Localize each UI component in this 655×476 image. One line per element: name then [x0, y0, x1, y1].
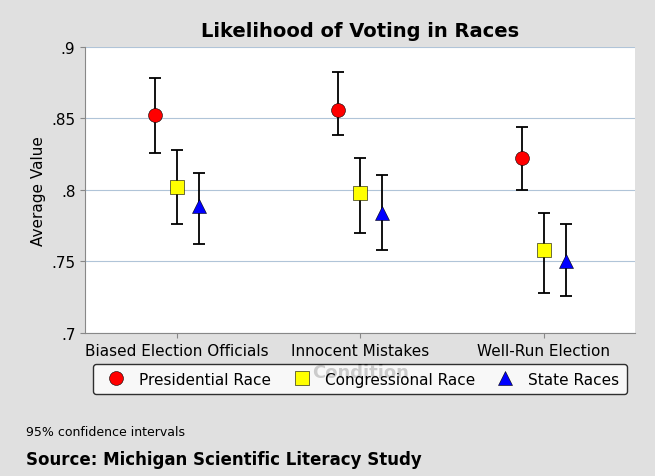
Y-axis label: Average Value: Average Value	[31, 136, 46, 245]
Legend: Presidential Race, Congressional Race, State Races: Presidential Race, Congressional Race, S…	[94, 365, 627, 395]
Text: Source: Michigan Scientific Literacy Study: Source: Michigan Scientific Literacy Stu…	[26, 450, 422, 468]
X-axis label: Condition: Condition	[312, 363, 409, 381]
Text: 95% confidence intervals: 95% confidence intervals	[26, 426, 185, 438]
Title: Likelihood of Voting in Races: Likelihood of Voting in Races	[201, 21, 519, 40]
